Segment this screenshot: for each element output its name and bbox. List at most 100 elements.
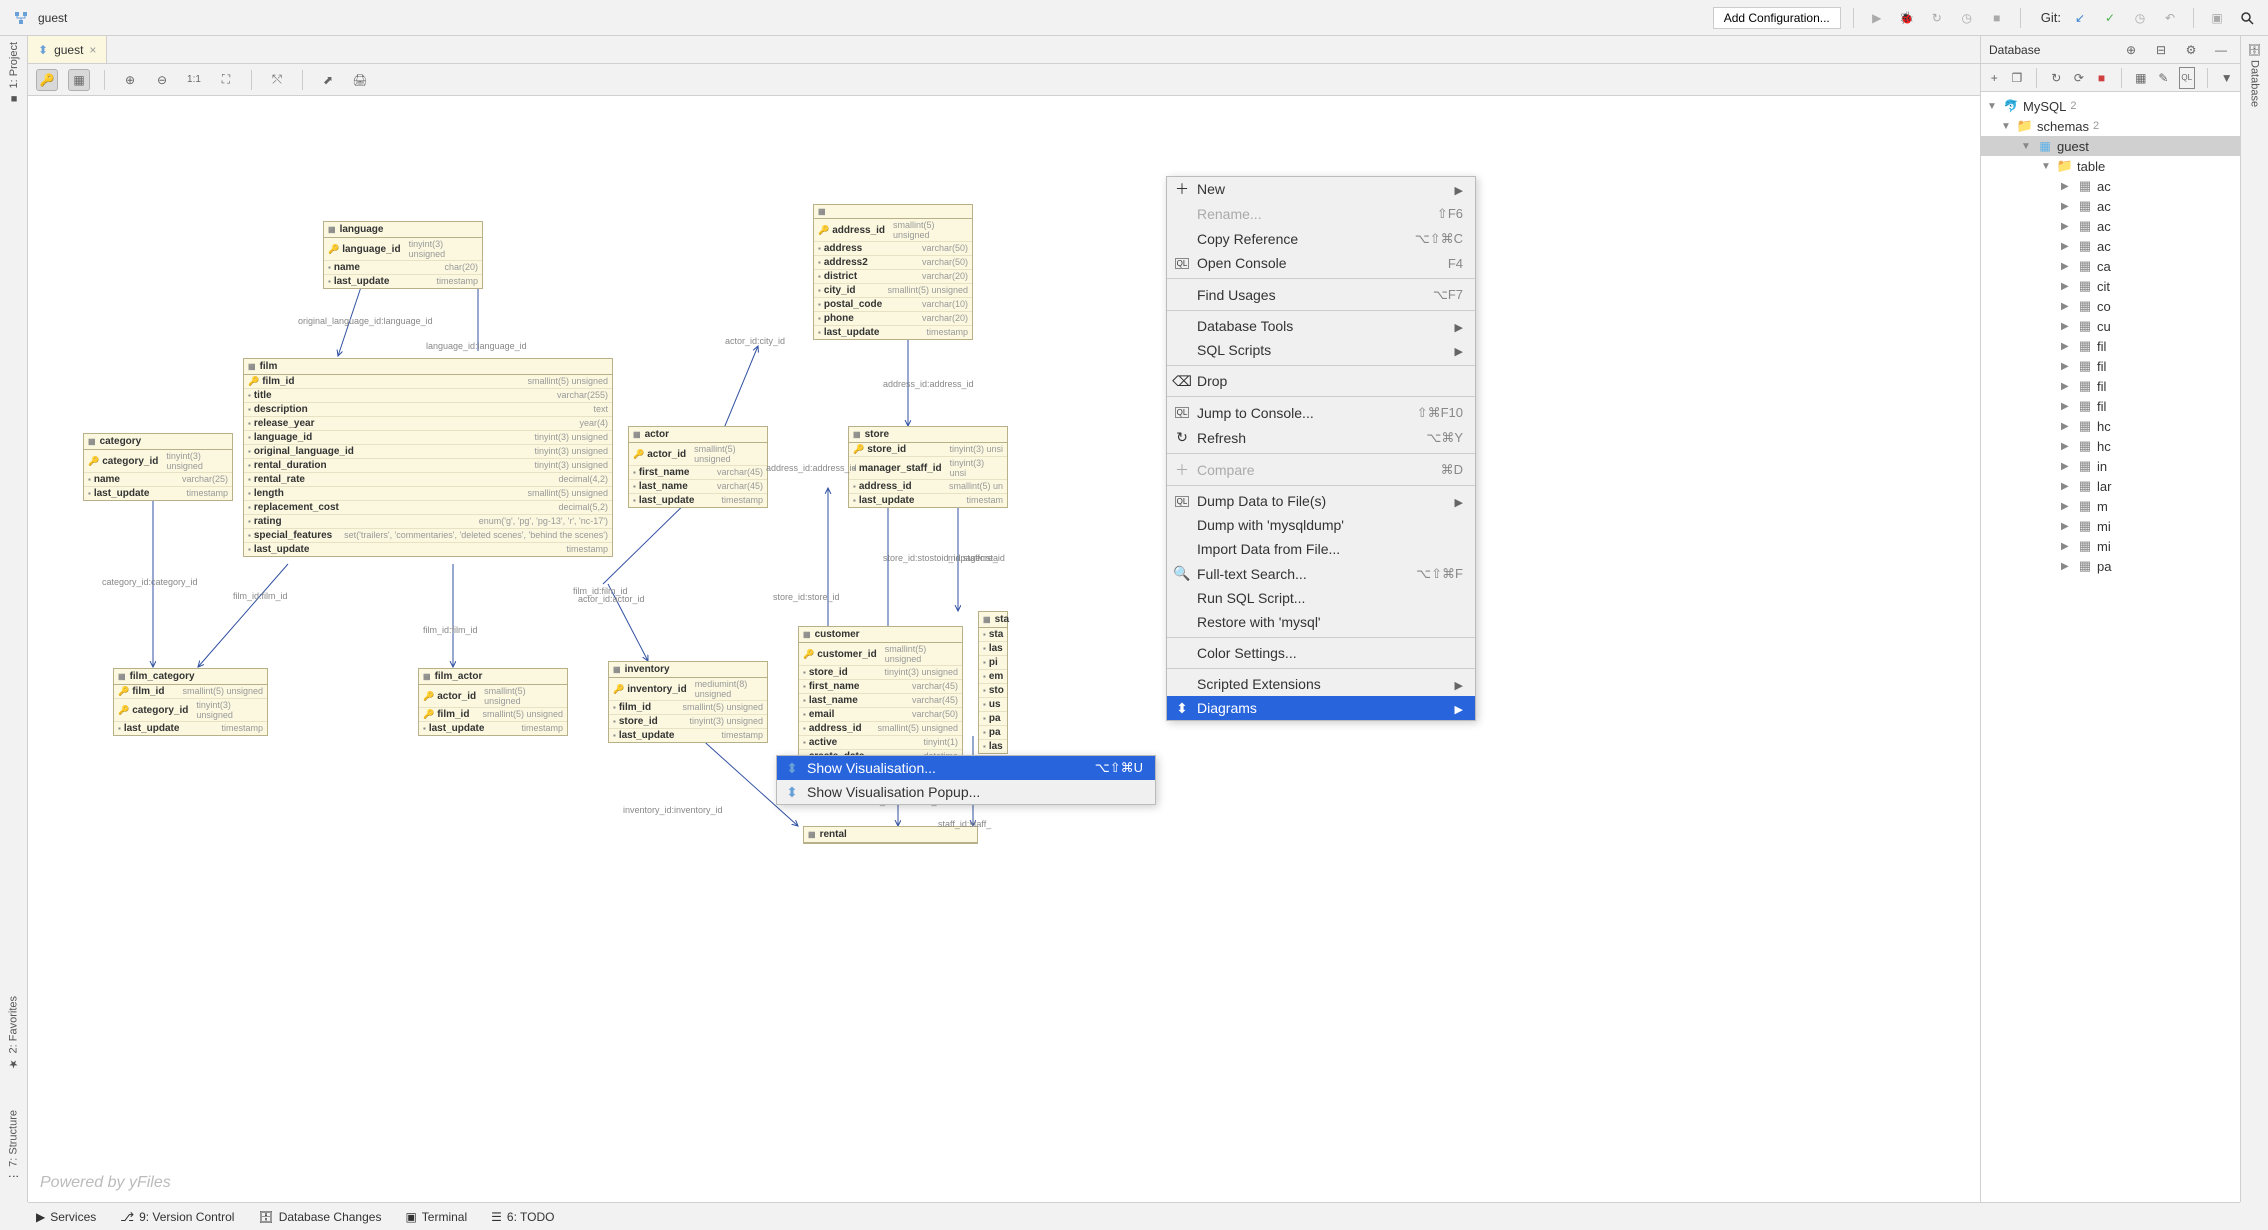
database-tool-button[interactable]: 🗄Database — [2248, 42, 2261, 107]
ctx-item-new[interactable]: ＋New▶ — [1167, 177, 1475, 201]
git-update-icon[interactable]: ↙ — [2069, 7, 2091, 29]
ctx-item-rename-[interactable]: Rename...⇧F6 — [1167, 201, 1475, 226]
gear-icon[interactable]: ⚙ — [2180, 39, 2202, 61]
structure-tool-button[interactable]: ★2: Favorites — [7, 996, 20, 1070]
fit-icon[interactable]: ⛶ — [215, 69, 237, 91]
tree-row-table[interactable]: ▶▦fil — [1981, 356, 2240, 376]
tree-row-table[interactable]: ▶▦m — [1981, 496, 2240, 516]
run-icon[interactable]: ▶ — [1866, 7, 1888, 29]
entity-actor[interactable]: ▦actor🔑actor_idsmallint(5) unsigned▪firs… — [628, 426, 768, 508]
tab-guest[interactable]: ⬍ guest × — [28, 36, 107, 63]
zoom-11-icon[interactable]: 1:1 — [183, 69, 205, 91]
tree-row-table[interactable]: ▶▦fil — [1981, 396, 2240, 416]
services-button[interactable]: ▶Services — [36, 1210, 96, 1224]
todo-button[interactable]: ☰6: TODO — [491, 1210, 554, 1224]
target-icon[interactable]: ⊕ — [2120, 39, 2142, 61]
tree-row-table[interactable]: ▶▦fil — [1981, 336, 2240, 356]
table-icon[interactable]: ▦ — [2133, 67, 2148, 89]
tree-row-table[interactable]: ▶▦pa — [1981, 556, 2240, 576]
tree-row-table[interactable]: ▶▦ac — [1981, 176, 2240, 196]
zoom-out-icon[interactable]: ⊖ — [151, 69, 173, 91]
ctx-item-open-console[interactable]: QLOpen ConsoleF4 — [1167, 251, 1475, 275]
entity-store[interactable]: ▦store🔑store_idtinyint(3) unsi▪manager_s… — [848, 426, 1008, 508]
search-icon[interactable] — [2236, 7, 2258, 29]
ctx-item-copy-reference[interactable]: Copy Reference⌥⇧⌘C — [1167, 226, 1475, 251]
ql-icon[interactable]: QL — [2179, 67, 2195, 89]
close-icon[interactable]: × — [89, 43, 96, 57]
ctx-item-refresh[interactable]: ↻Refresh⌥⌘Y — [1167, 425, 1475, 450]
key-toggle-icon[interactable]: 🔑 — [36, 69, 58, 91]
ctx-item-full-text-search-[interactable]: 🔍Full-text Search...⌥⇧⌘F — [1167, 561, 1475, 586]
git-revert-icon[interactable]: ↶ — [2159, 7, 2181, 29]
ctx-item-drop[interactable]: ⌫Drop — [1167, 369, 1475, 393]
tree-row-table[interactable]: ▶▦lar — [1981, 476, 2240, 496]
tree-row-mysql[interactable]: ▼🐬MySQL 2 — [1981, 96, 2240, 116]
ctx-item-sql-scripts[interactable]: SQL Scripts▶ — [1167, 338, 1475, 362]
coverage-icon[interactable]: ↻ — [1926, 7, 1948, 29]
add-icon[interactable]: + — [1987, 67, 2002, 89]
grid-toggle-icon[interactable]: ▦ — [68, 69, 90, 91]
duplicate-icon[interactable]: ❐ — [2010, 67, 2025, 89]
add-configuration-button[interactable]: Add Configuration... — [1713, 7, 1841, 29]
export-icon[interactable]: ⬈ — [317, 69, 339, 91]
tree-row-table[interactable]: ▶▦fil — [1981, 376, 2240, 396]
entity-film_actor[interactable]: ▦film_actor🔑actor_idsmallint(5) unsigned… — [418, 668, 568, 736]
entity-inventory[interactable]: ▦inventory🔑inventory_idmediumint(8) unsi… — [608, 661, 768, 743]
stop-icon[interactable]: ■ — [1986, 7, 2008, 29]
submenu-item-show-visualisation-[interactable]: ⬍Show Visualisation...⌥⇧⌘U — [777, 756, 1155, 780]
sync-icon[interactable]: ⟳ — [2072, 67, 2087, 89]
ide-run-icon[interactable]: ▣ — [2206, 7, 2228, 29]
tree-row-table[interactable]: ▶▦mi — [1981, 516, 2240, 536]
edit-icon[interactable]: ✎ — [2156, 67, 2171, 89]
vcs-button[interactable]: ⎇9: Version Control — [120, 1210, 234, 1224]
ctx-item-import-data-from-file-[interactable]: Import Data from File... — [1167, 537, 1475, 561]
git-history-icon[interactable]: ◷ — [2129, 7, 2151, 29]
tree-row-table[interactable]: ▶▦co — [1981, 296, 2240, 316]
entity-film[interactable]: ▦film🔑film_idsmallint(5) unsigned▪titlev… — [243, 358, 613, 557]
structure-tool-button-2[interactable]: ⋮7: Structure — [7, 1110, 20, 1182]
ctx-item-jump-to-console-[interactable]: QLJump to Console...⇧⌘F10 — [1167, 400, 1475, 425]
tree-row-table[interactable]: ▶▦ac — [1981, 236, 2240, 256]
tree-row-schemas[interactable]: ▼📁schemas 2 — [1981, 116, 2240, 136]
tree-row-table[interactable]: ▶▦hc — [1981, 436, 2240, 456]
ctx-item-run-sql-script-[interactable]: Run SQL Script... — [1167, 586, 1475, 610]
zoom-in-icon[interactable]: ⊕ — [119, 69, 141, 91]
entity-category[interactable]: ▦category🔑category_idtinyint(3) unsigned… — [83, 433, 233, 501]
ctx-item-scripted-extensions[interactable]: Scripted Extensions▶ — [1167, 672, 1475, 696]
git-commit-icon[interactable]: ✓ — [2099, 7, 2121, 29]
tree-row-table[interactable]: ▶▦ca — [1981, 256, 2240, 276]
terminal-button[interactable]: ▣Terminal — [405, 1210, 467, 1224]
db-changes-button[interactable]: 🗄Database Changes — [258, 1210, 381, 1224]
collapse-icon[interactable]: ⊟ — [2150, 39, 2172, 61]
ctx-item-diagrams[interactable]: ⬍Diagrams▶ — [1167, 696, 1475, 720]
tree-row-table[interactable]: ▶▦in — [1981, 456, 2240, 476]
entity-address[interactable]: ▦🔑address_idsmallint(5) unsigned▪address… — [813, 204, 973, 340]
entity-staff_frag[interactable]: ▦sta▪sta▪las▪pi▪em▪sto▪us▪pa▪pa▪las — [978, 611, 1008, 754]
refresh-icon[interactable]: ↻ — [2049, 67, 2064, 89]
tree-row-table[interactable]: ▶▦hc — [1981, 416, 2240, 436]
stop-icon[interactable]: ■ — [2094, 67, 2109, 89]
tree-row-guest[interactable]: ▼▦guest — [1981, 136, 2240, 156]
tree-row-table[interactable]: ▶▦ac — [1981, 196, 2240, 216]
filter-icon[interactable]: ▼ — [2219, 67, 2234, 89]
tree-row-table[interactable]: ▶▦cu — [1981, 316, 2240, 336]
ctx-item-color-settings-[interactable]: Color Settings... — [1167, 641, 1475, 665]
tree-row-tables[interactable]: ▼📁table — [1981, 156, 2240, 176]
ctx-item-compare[interactable]: ＋Compare⌘D — [1167, 457, 1475, 482]
debug-icon[interactable]: 🐞 — [1896, 7, 1918, 29]
profile-icon[interactable]: ◷ — [1956, 7, 1978, 29]
ctx-item-dump-data-to-file-s-[interactable]: QLDump Data to File(s)▶ — [1167, 489, 1475, 513]
tree-row-table[interactable]: ▶▦cit — [1981, 276, 2240, 296]
diagram-canvas[interactable]: Powered by yFiles ▦language🔑language_idt… — [28, 96, 1980, 1202]
tree-row-table[interactable]: ▶▦mi — [1981, 536, 2240, 556]
ctx-item-dump-with-mysqldump-[interactable]: Dump with 'mysqldump' — [1167, 513, 1475, 537]
ctx-item-find-usages[interactable]: Find Usages⌥F7 — [1167, 282, 1475, 307]
project-tool-button[interactable]: ■1: Project — [8, 42, 20, 104]
entity-language[interactable]: ▦language🔑language_idtinyint(3) unsigned… — [323, 221, 483, 289]
submenu-item-show-visualisation-popup-[interactable]: ⬍Show Visualisation Popup... — [777, 780, 1155, 804]
minimize-icon[interactable]: — — [2210, 39, 2232, 61]
ctx-item-database-tools[interactable]: Database Tools▶ — [1167, 314, 1475, 338]
ctx-item-restore-with-mysql-[interactable]: Restore with 'mysql' — [1167, 610, 1475, 634]
layout-icon[interactable]: ⤲ — [266, 69, 288, 91]
tree-row-table[interactable]: ▶▦ac — [1981, 216, 2240, 236]
